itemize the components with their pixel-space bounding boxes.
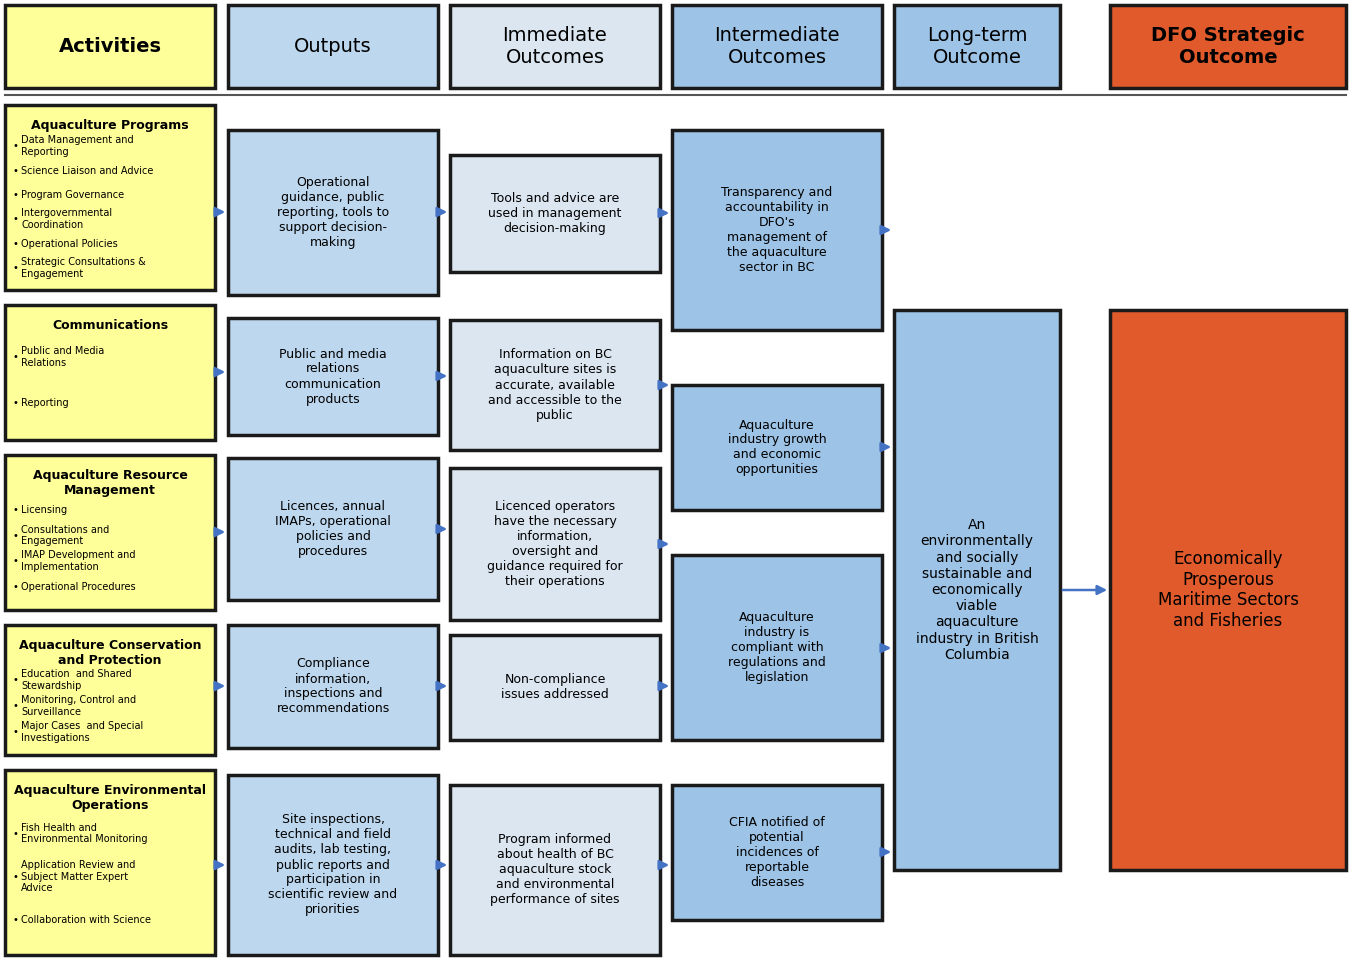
Bar xyxy=(5,625,215,755)
Bar xyxy=(671,785,882,920)
Text: •: • xyxy=(14,828,19,839)
Text: Program Governance: Program Governance xyxy=(22,190,124,200)
Text: Activities: Activities xyxy=(58,37,162,56)
Bar xyxy=(671,5,882,88)
Bar xyxy=(450,785,661,955)
Text: Collaboration with Science: Collaboration with Science xyxy=(22,915,151,924)
Text: Licenced operators
have the necessary
information,
oversight and
guidance requir: Licenced operators have the necessary in… xyxy=(488,500,623,588)
Text: Monitoring, Control and
Surveillance: Monitoring, Control and Surveillance xyxy=(22,695,136,717)
Bar xyxy=(894,310,1061,870)
Text: Aquaculture
industry is
compliant with
regulations and
legislation: Aquaculture industry is compliant with r… xyxy=(728,611,825,684)
Text: •: • xyxy=(14,352,19,362)
Bar xyxy=(228,130,438,295)
Text: Major Cases  and Special
Investigations: Major Cases and Special Investigations xyxy=(22,721,143,743)
Text: Aquaculture Environmental
Operations: Aquaculture Environmental Operations xyxy=(14,784,205,812)
Text: Aquaculture Resource
Management: Aquaculture Resource Management xyxy=(32,469,188,497)
Text: •: • xyxy=(14,872,19,881)
Text: Application Review and
Subject Matter Expert
Advice: Application Review and Subject Matter Ex… xyxy=(22,860,135,894)
Bar xyxy=(450,320,661,450)
Bar xyxy=(671,385,882,510)
Text: Intermediate
Outcomes: Intermediate Outcomes xyxy=(715,26,840,67)
Text: Reporting: Reporting xyxy=(22,398,69,407)
Text: Licensing: Licensing xyxy=(22,505,68,515)
Text: Public and Media
Relations: Public and Media Relations xyxy=(22,346,104,368)
Text: •: • xyxy=(14,582,19,592)
Text: Economically
Prosperous
Maritime Sectors
and Fisheries: Economically Prosperous Maritime Sectors… xyxy=(1158,550,1298,630)
Text: Tools and advice are
used in management
decision-making: Tools and advice are used in management … xyxy=(488,192,621,235)
Text: Education  and Shared
Stewardship: Education and Shared Stewardship xyxy=(22,669,131,691)
Text: Operational Procedures: Operational Procedures xyxy=(22,582,135,592)
Text: Aquaculture Programs: Aquaculture Programs xyxy=(31,119,189,132)
Text: CFIA notified of
potential
incidences of
reportable
diseases: CFIA notified of potential incidences of… xyxy=(730,816,825,889)
Text: Outputs: Outputs xyxy=(295,37,372,56)
Bar xyxy=(671,130,882,330)
Text: •: • xyxy=(14,505,19,515)
Text: Program informed
about health of BC
aquaculture stock
and environmental
performa: Program informed about health of BC aqua… xyxy=(490,833,620,906)
Text: •: • xyxy=(14,238,19,249)
Text: Aquaculture
industry growth
and economic
opportunities: Aquaculture industry growth and economic… xyxy=(728,418,827,477)
Text: Operational Policies: Operational Policies xyxy=(22,238,118,249)
Bar xyxy=(1111,5,1346,88)
Text: Site inspections,
technical and field
audits, lab testing,
public reports and
pa: Site inspections, technical and field au… xyxy=(269,814,397,917)
Text: Public and media
relations
communication
products: Public and media relations communication… xyxy=(280,348,386,406)
Text: •: • xyxy=(14,727,19,737)
Text: •: • xyxy=(14,915,19,924)
Bar xyxy=(671,555,882,740)
Text: Consultations and
Engagement: Consultations and Engagement xyxy=(22,525,109,547)
Bar xyxy=(450,635,661,740)
Bar xyxy=(450,468,661,620)
Text: Compliance
information,
inspections and
recommendations: Compliance information, inspections and … xyxy=(277,657,389,716)
Text: •: • xyxy=(14,214,19,224)
Text: •: • xyxy=(14,398,19,407)
Bar xyxy=(5,5,215,88)
Bar xyxy=(228,458,438,600)
Text: Information on BC
aquaculture sites is
accurate, available
and accessible to the: Information on BC aquaculture sites is a… xyxy=(488,349,621,422)
Bar xyxy=(5,105,215,290)
Bar xyxy=(228,318,438,435)
Bar xyxy=(5,455,215,610)
Text: Non-compliance
issues addressed: Non-compliance issues addressed xyxy=(501,674,609,702)
Bar xyxy=(228,5,438,88)
Text: Science Liaison and Advice: Science Liaison and Advice xyxy=(22,165,154,176)
Bar xyxy=(450,5,661,88)
Text: Operational
guidance, public
reporting, tools to
support decision-
making: Operational guidance, public reporting, … xyxy=(277,176,389,249)
Bar xyxy=(5,770,215,955)
Text: Strategic Consultations &
Engagement: Strategic Consultations & Engagement xyxy=(22,258,146,279)
Bar xyxy=(228,775,438,955)
Text: Licences, annual
IMAPs, operational
policies and
procedures: Licences, annual IMAPs, operational poli… xyxy=(276,500,390,558)
Text: DFO Strategic
Outcome: DFO Strategic Outcome xyxy=(1151,26,1305,67)
Text: Long-term
Outcome: Long-term Outcome xyxy=(927,26,1027,67)
Text: Transparency and
accountability in
DFO's
management of
the aquaculture
sector in: Transparency and accountability in DFO's… xyxy=(721,186,832,274)
Text: •: • xyxy=(14,675,19,685)
Text: Immediate
Outcomes: Immediate Outcomes xyxy=(503,26,608,67)
Text: •: • xyxy=(14,190,19,200)
Text: •: • xyxy=(14,165,19,176)
Text: Communications: Communications xyxy=(51,319,168,332)
Text: Data Management and
Reporting: Data Management and Reporting xyxy=(22,136,134,157)
Bar xyxy=(894,5,1061,88)
Text: IMAP Development and
Implementation: IMAP Development and Implementation xyxy=(22,551,135,572)
Text: Intergovernmental
Coordination: Intergovernmental Coordination xyxy=(22,209,112,230)
Text: Aquaculture Conservation
and Protection: Aquaculture Conservation and Protection xyxy=(19,639,201,667)
Bar xyxy=(5,305,215,440)
Text: •: • xyxy=(14,556,19,566)
Text: An
environmentally
and socially
sustainable and
economically
viable
aquaculture
: An environmentally and socially sustaina… xyxy=(916,518,1039,662)
Text: Fish Health and
Environmental Monitoring: Fish Health and Environmental Monitoring xyxy=(22,823,147,845)
Text: •: • xyxy=(14,530,19,541)
Text: •: • xyxy=(14,263,19,273)
Bar xyxy=(1111,310,1346,870)
Bar xyxy=(450,155,661,272)
Text: •: • xyxy=(14,141,19,151)
Text: •: • xyxy=(14,701,19,711)
Bar xyxy=(228,625,438,748)
